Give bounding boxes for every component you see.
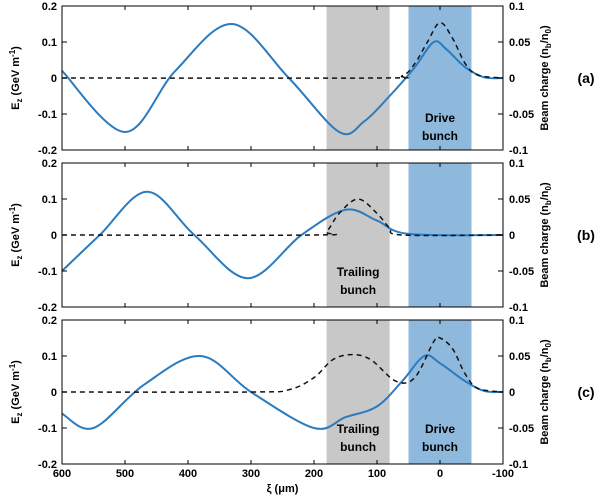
right-axis-label: Beam charge (nb/n0) <box>539 25 553 131</box>
right-tick-label: -0.1 <box>509 459 528 471</box>
field-curve <box>61 354 504 430</box>
left-tick-label: 0.1 <box>42 351 57 363</box>
trailing-bunch-label: Trailing <box>337 422 380 436</box>
left-tick-label: 0.1 <box>42 37 57 49</box>
charge-curve <box>61 198 504 237</box>
charge-curve <box>61 21 504 79</box>
left-tick-label: -0.1 <box>38 266 57 278</box>
right-tick-label: 0.1 <box>509 158 524 170</box>
x-tick-label: 300 <box>242 468 260 480</box>
right-tick-label: 0.1 <box>509 315 524 327</box>
left-tick-label: 0 <box>51 230 57 242</box>
left-tick-label: -0.1 <box>38 109 57 121</box>
left-tick-label: 0 <box>51 73 57 85</box>
right-tick-label: 0.05 <box>509 37 530 49</box>
x-tick-label: 0 <box>437 468 443 480</box>
left-tick-label: 0.2 <box>42 1 57 13</box>
trailing-bunch-label: bunch <box>340 283 376 297</box>
left-tick-label: 0 <box>51 387 57 399</box>
right-tick-label: 0.1 <box>509 1 524 13</box>
drive-bunch-region <box>408 6 472 150</box>
right-tick-label: -0.1 <box>509 302 528 314</box>
right-tick-label: -0.05 <box>509 266 534 278</box>
drive-bunch-label: Drive <box>425 111 455 125</box>
panel-label: (b) <box>577 227 595 243</box>
left-tick-label: -0.2 <box>38 459 57 471</box>
left-tick-label: -0.1 <box>38 423 57 435</box>
drive-bunch-label: bunch <box>422 440 458 454</box>
x-axis-label: ξ (μm) <box>267 483 299 495</box>
charge-curve <box>61 336 504 393</box>
left-tick-label: 0.2 <box>42 315 57 327</box>
field-curve <box>61 22 504 136</box>
panel-label: (a) <box>577 70 594 86</box>
panel-2: Trailing bunch 0.2 0.1 0 -0.1 -0.2 0.1 0.05 0 -0.0… <box>8 158 595 314</box>
field-curve <box>61 190 504 280</box>
right-tick-label: 0 <box>509 387 515 399</box>
panel-3: Trailing bunch Drive bunch 0.2 0.1 0 -0.1 -0.2 0.… <box>8 315 595 480</box>
right-tick-label: 0 <box>509 73 515 85</box>
right-tick-label: 0.05 <box>509 351 530 363</box>
trailing-bunch-region <box>326 320 390 464</box>
drive-bunch-label: Drive <box>425 422 455 436</box>
x-tick-label: 100 <box>368 468 386 480</box>
left-axis-label: Ez (GeV m-1) <box>8 46 24 110</box>
x-tick-label: -100 <box>492 468 514 480</box>
x-tick-label: 500 <box>116 468 134 480</box>
left-axis-label: Ez (GeV m-1) <box>8 360 24 424</box>
right-tick-label: -0.05 <box>509 423 534 435</box>
x-tick-label: 200 <box>305 468 323 480</box>
left-tick-label: 0.1 <box>42 194 57 206</box>
right-axis-label: Beam charge (nb/n0) <box>539 182 553 288</box>
left-axis-label: Ez (GeV m-1) <box>8 203 24 267</box>
x-tick-label: 400 <box>179 468 197 480</box>
trailing-bunch-label: bunch <box>340 440 376 454</box>
right-tick-label: 0.05 <box>509 194 530 206</box>
right-tick-label: -0.1 <box>509 145 528 157</box>
right-tick-label: 0 <box>509 230 515 242</box>
right-tick-label: -0.05 <box>509 109 534 121</box>
left-tick-label: 0.2 <box>42 158 57 170</box>
left-tick-label: -0.2 <box>38 302 57 314</box>
x-tick-label: 600 <box>53 468 71 480</box>
left-tick-label: -0.2 <box>38 145 57 157</box>
drive-bunch-region <box>408 320 472 464</box>
panels-layer: Drive bunch 0.2 0.1 0 -0.1 -0.2 0.1 0.05 0 -0.05 -0… <box>8 1 595 480</box>
drive-bunch-label: bunch <box>422 129 458 143</box>
right-axis-label: Beam charge (nb/n0) <box>539 339 553 445</box>
x-axis: ξ (μm) <box>267 483 299 495</box>
trailing-bunch-label: Trailing <box>337 265 380 279</box>
panel-1: Drive bunch 0.2 0.1 0 -0.1 -0.2 0.1 0.05 0 -0.05 -0… <box>8 1 595 157</box>
panel-label: (c) <box>577 384 594 400</box>
trailing-bunch-region <box>326 163 390 307</box>
